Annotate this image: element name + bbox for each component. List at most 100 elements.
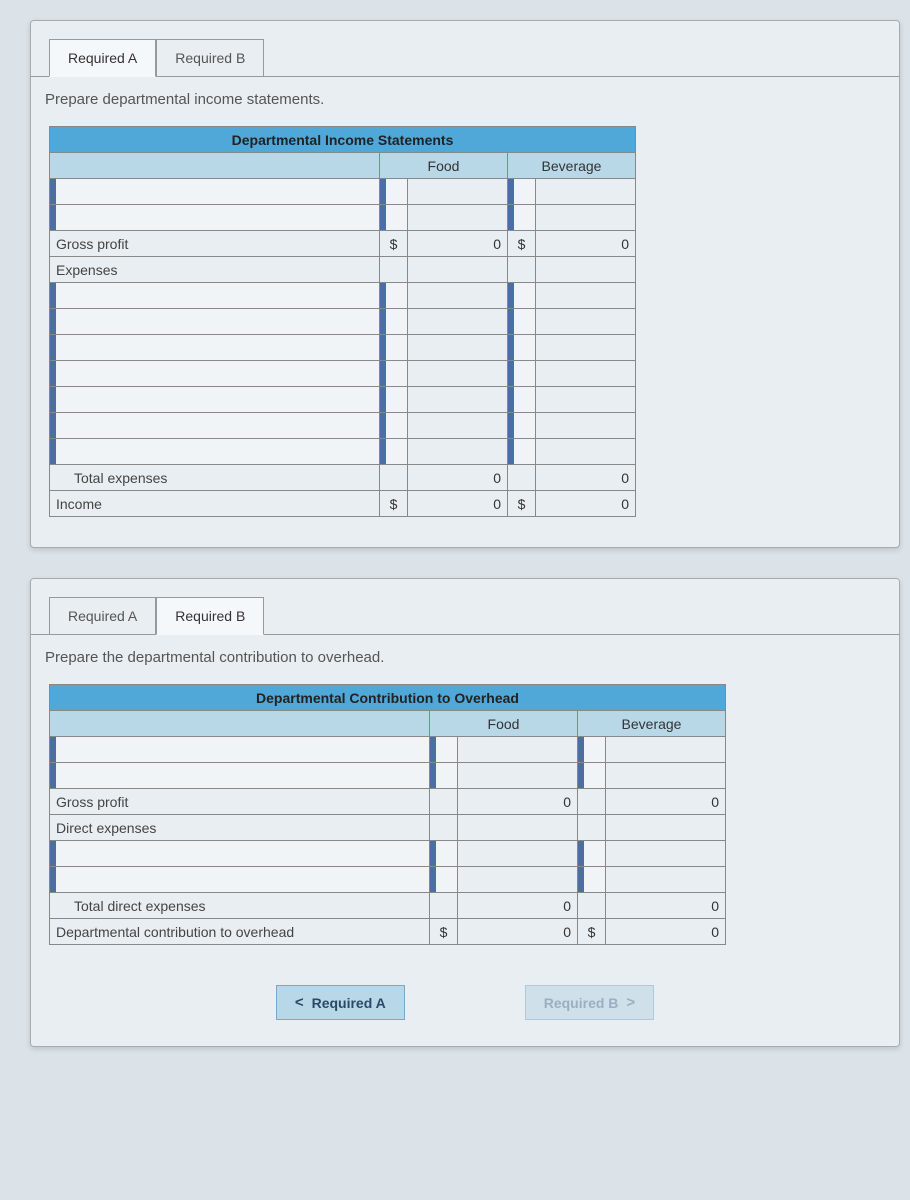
value-cell: 0 (606, 893, 726, 919)
input-cell[interactable] (536, 413, 636, 439)
instruction-text-b: Prepare the departmental contribution to… (31, 635, 899, 684)
input-cell[interactable] (578, 763, 606, 789)
blank-cell (380, 465, 408, 491)
blank-cell (430, 815, 458, 841)
blank-cell (380, 257, 408, 283)
input-cell[interactable] (536, 309, 636, 335)
input-cell[interactable] (380, 387, 408, 413)
input-cell[interactable] (408, 205, 508, 231)
input-cell[interactable] (408, 179, 508, 205)
input-cell[interactable] (380, 361, 408, 387)
input-row[interactable] (50, 179, 380, 205)
input-row[interactable] (50, 361, 380, 387)
input-cell[interactable] (380, 335, 408, 361)
tab-required-b[interactable]: Required B (156, 39, 264, 76)
input-cell[interactable] (536, 205, 636, 231)
dollar-sign: $ (380, 491, 408, 517)
input-row[interactable] (50, 867, 430, 893)
dollar-sign: $ (508, 491, 536, 517)
value-cell: 0 (458, 919, 578, 945)
input-cell[interactable] (508, 361, 536, 387)
input-cell[interactable] (430, 763, 458, 789)
value-cell: 0 (606, 789, 726, 815)
input-cell[interactable] (578, 867, 606, 893)
input-cell[interactable] (430, 737, 458, 763)
input-row[interactable] (50, 841, 430, 867)
contribution-table: Departmental Contribution to Overhead Fo… (49, 684, 726, 945)
blank-cell (606, 815, 726, 841)
input-cell[interactable] (408, 361, 508, 387)
input-cell[interactable] (508, 179, 536, 205)
prev-button[interactable]: < Required A (276, 985, 405, 1020)
input-cell[interactable] (536, 387, 636, 413)
input-cell[interactable] (458, 737, 578, 763)
input-row[interactable] (50, 763, 430, 789)
value-cell: 0 (606, 919, 726, 945)
blank-cell (536, 257, 636, 283)
row-gross-profit: Gross profit (50, 231, 380, 257)
input-cell[interactable] (606, 763, 726, 789)
tab-required-a-2[interactable]: Required A (49, 597, 156, 634)
input-cell[interactable] (536, 283, 636, 309)
row-total-direct: Total direct expenses (50, 893, 430, 919)
value-cell: 0 (536, 491, 636, 517)
input-cell[interactable] (606, 841, 726, 867)
input-cell[interactable] (458, 763, 578, 789)
input-row[interactable] (50, 413, 380, 439)
blank-cell (508, 465, 536, 491)
input-cell[interactable] (536, 361, 636, 387)
input-cell[interactable] (380, 179, 408, 205)
input-cell[interactable] (458, 867, 578, 893)
input-cell[interactable] (408, 387, 508, 413)
input-row[interactable] (50, 283, 380, 309)
input-cell[interactable] (380, 309, 408, 335)
dollar-sign: $ (430, 919, 458, 945)
input-row[interactable] (50, 387, 380, 413)
input-cell[interactable] (380, 205, 408, 231)
value-cell: 0 (408, 465, 508, 491)
input-cell[interactable] (408, 283, 508, 309)
input-cell[interactable] (508, 335, 536, 361)
input-cell[interactable] (508, 439, 536, 465)
input-row[interactable] (50, 439, 380, 465)
input-row[interactable] (50, 309, 380, 335)
input-row[interactable] (50, 737, 430, 763)
blank-cell (408, 257, 508, 283)
input-cell[interactable] (380, 283, 408, 309)
input-cell[interactable] (380, 413, 408, 439)
input-cell[interactable] (408, 335, 508, 361)
input-cell[interactable] (606, 867, 726, 893)
input-cell[interactable] (430, 841, 458, 867)
row-expenses: Expenses (50, 257, 380, 283)
input-cell[interactable] (430, 867, 458, 893)
input-cell[interactable] (536, 179, 636, 205)
input-cell[interactable] (408, 439, 508, 465)
input-cell[interactable] (606, 737, 726, 763)
input-cell[interactable] (536, 439, 636, 465)
blank-cell (458, 815, 578, 841)
input-row[interactable] (50, 335, 380, 361)
instruction-text-a: Prepare departmental income statements. (31, 77, 899, 126)
table-title-1: Departmental Income Statements (50, 127, 636, 153)
chevron-right-icon: > (626, 994, 635, 1011)
blank-cell (430, 893, 458, 919)
col-food: Food (380, 153, 508, 179)
input-row[interactable] (50, 205, 380, 231)
input-cell[interactable] (578, 841, 606, 867)
input-cell[interactable] (458, 841, 578, 867)
input-cell[interactable] (408, 309, 508, 335)
input-cell[interactable] (508, 309, 536, 335)
input-cell[interactable] (508, 387, 536, 413)
input-cell[interactable] (508, 205, 536, 231)
col-blank-2 (50, 711, 430, 737)
input-cell[interactable] (508, 413, 536, 439)
input-cell[interactable] (408, 413, 508, 439)
input-cell[interactable] (508, 283, 536, 309)
tab-required-b-2[interactable]: Required B (156, 597, 264, 635)
input-cell[interactable] (578, 737, 606, 763)
input-cell[interactable] (536, 335, 636, 361)
nav-row: < Required A Required B > (31, 975, 899, 1046)
income-statements-table: Departmental Income Statements Food Beve… (49, 126, 636, 517)
input-cell[interactable] (380, 439, 408, 465)
tab-required-a[interactable]: Required A (49, 39, 156, 77)
